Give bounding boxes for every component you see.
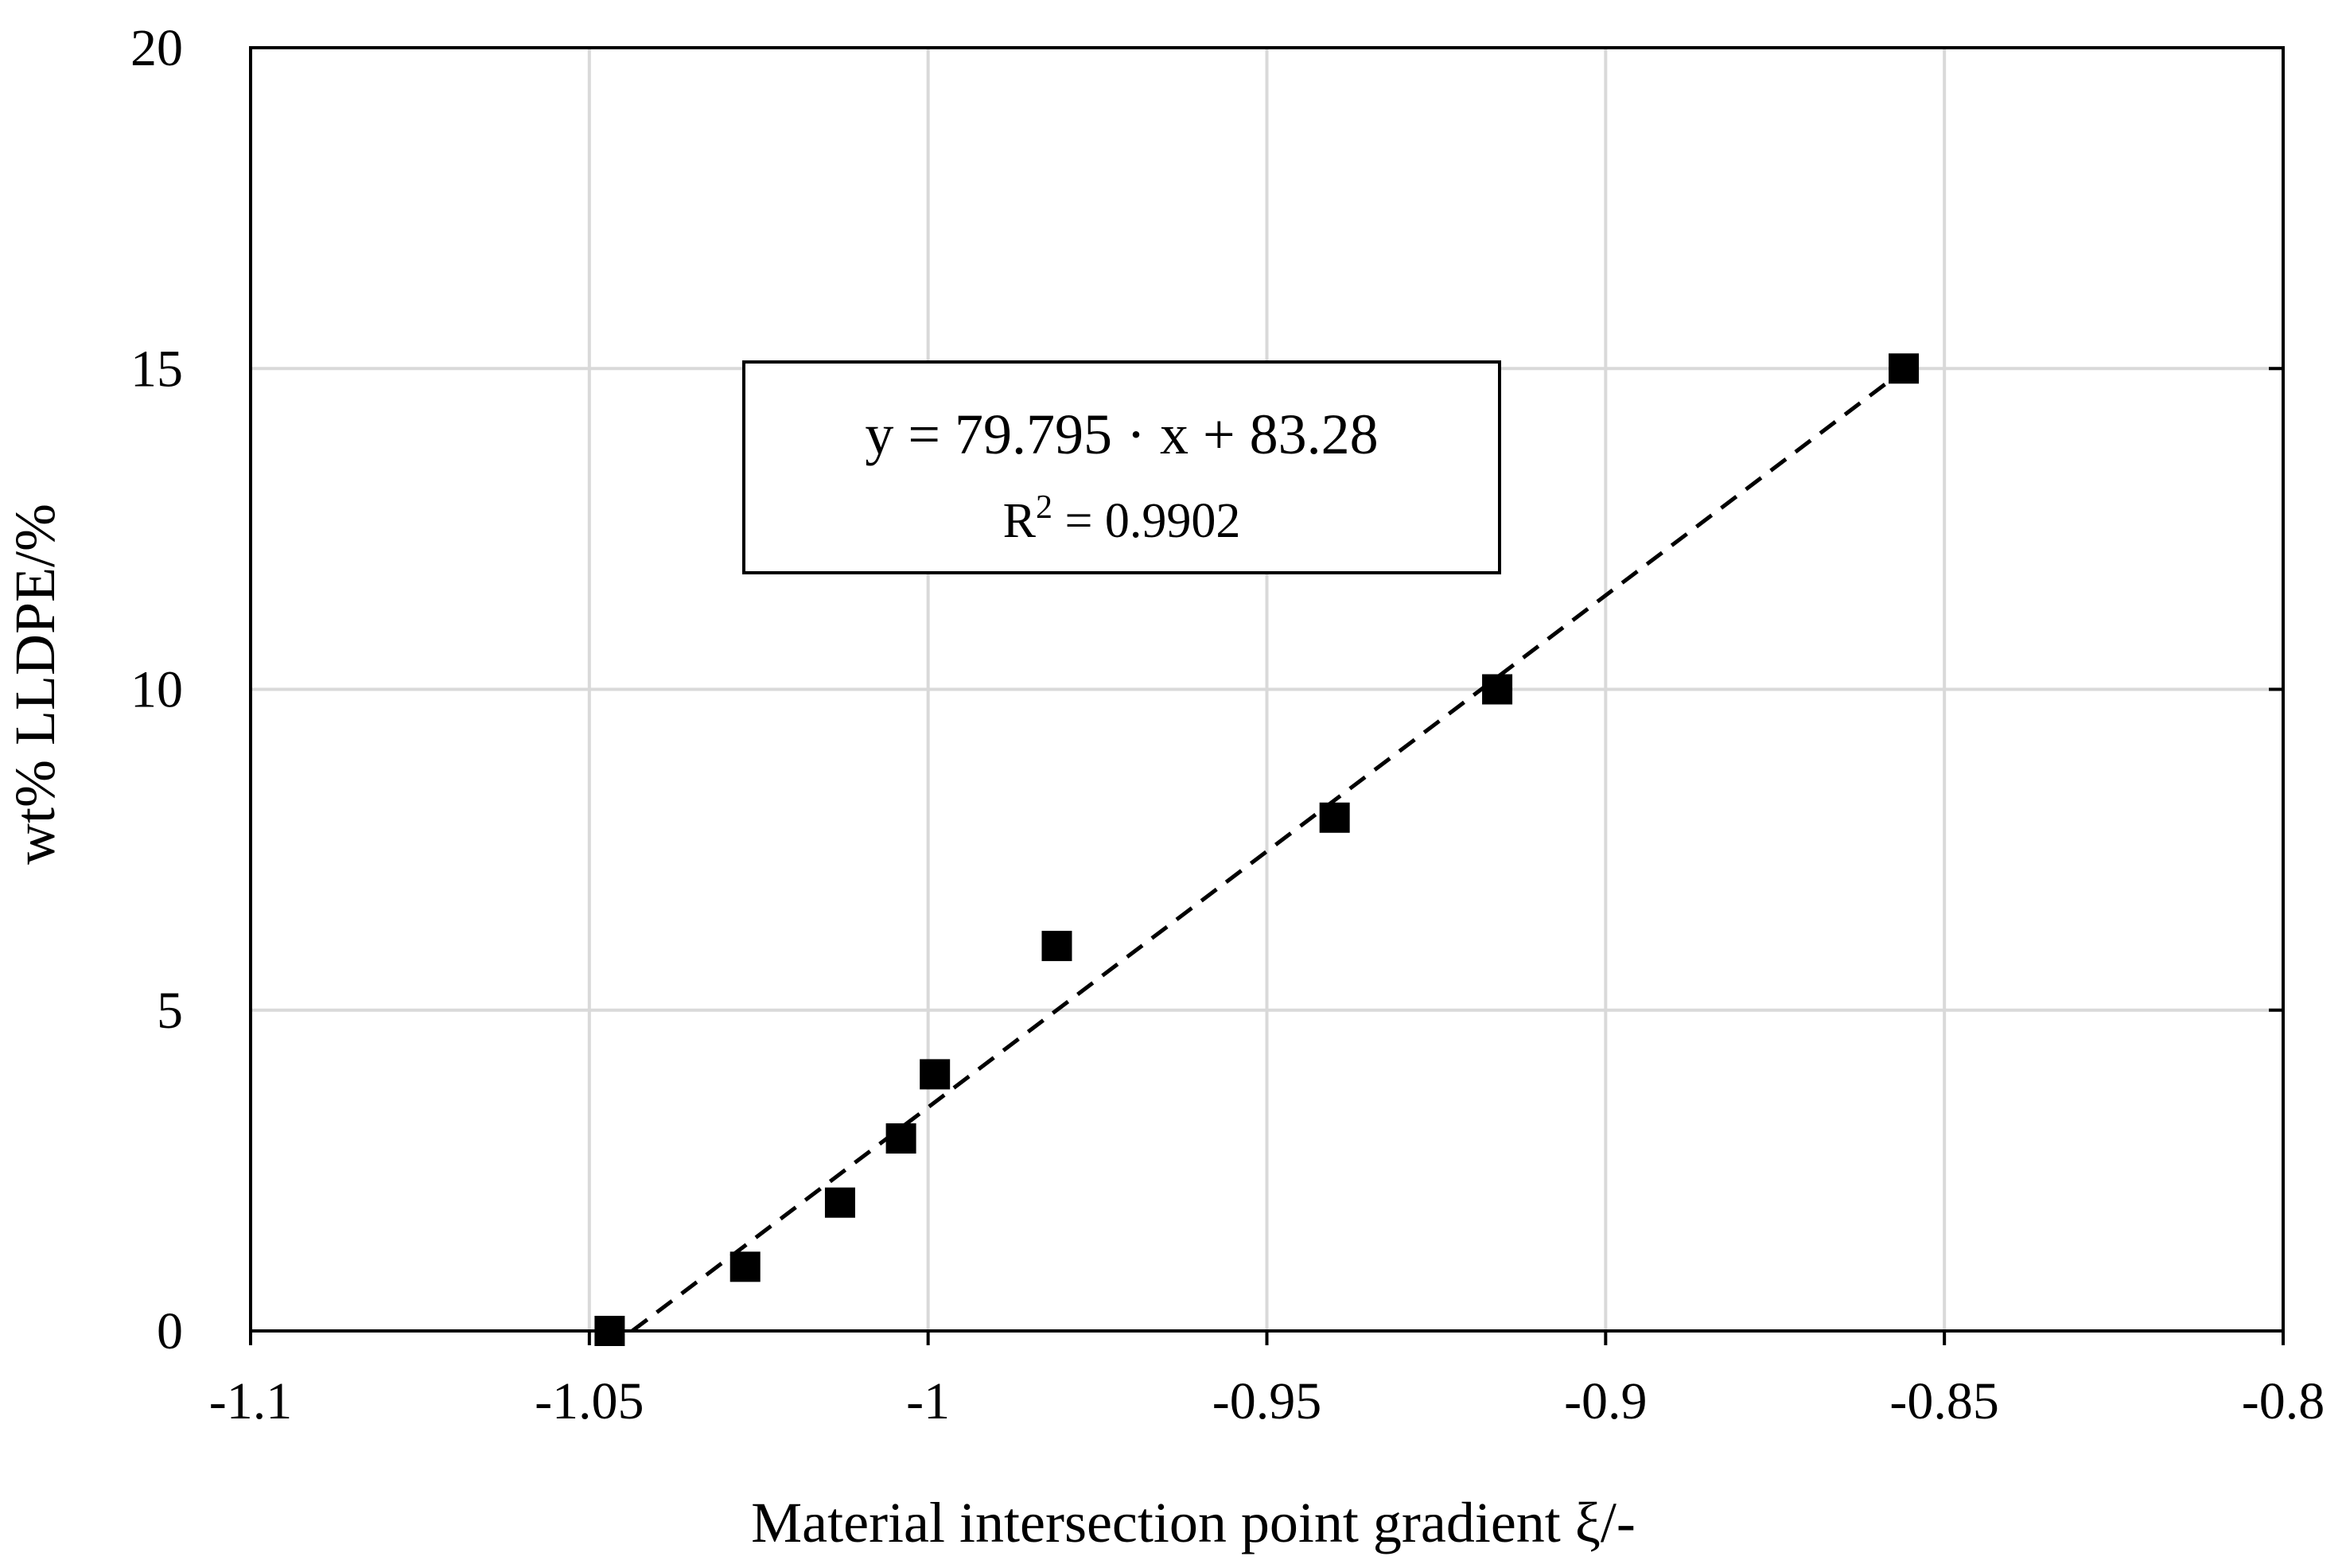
data-point-square [1041, 931, 1072, 962]
data-points [594, 353, 1920, 1346]
r-squared-superscript: 2 [1036, 489, 1052, 526]
grid-lines [251, 48, 2283, 1331]
r-squared-value: = 0.9902 [1052, 494, 1240, 548]
equation-text: y = 79.795 · x + 83.28 [865, 403, 1378, 466]
trendline [630, 366, 1908, 1333]
y-tick-label: 10 [130, 661, 183, 719]
data-point-square [1319, 802, 1350, 833]
x-axis-title: Material intersection point gradient ξ/- [751, 1491, 1636, 1554]
equation-box [742, 360, 1501, 574]
equation-annotation: y = 79.795 · x + 83.28 R2 = 0.9902 [742, 360, 1501, 574]
x-tick-label: -0.95 [1212, 1372, 1321, 1430]
r-squared-prefix: R [1003, 494, 1037, 548]
y-tick-label: 15 [130, 340, 183, 398]
y-tick-label: 0 [157, 1302, 183, 1360]
data-point-square [920, 1059, 951, 1090]
y-tick-labels: 0 5 10 15 20 [130, 19, 183, 1360]
plot-area-frame [249, 46, 2285, 1333]
r-squared-text: R2 = 0.9902 [1003, 489, 1241, 548]
data-point-square [594, 1316, 625, 1346]
x-tick-label: -1 [906, 1372, 950, 1430]
data-point-square [1889, 353, 1920, 384]
y-tick-label: 5 [157, 982, 183, 1040]
data-point-square [1482, 674, 1513, 705]
y-axis-title: wt% LLDPE/% [3, 504, 67, 865]
data-point-square [824, 1187, 855, 1218]
x-tick-labels: -1.1 -1.05 -1 -0.95 -0.9 -0.85 -0.8 [209, 1372, 2325, 1430]
y-tick-label: 20 [130, 19, 183, 77]
axis-ticks [249, 46, 2285, 1345]
x-tick-label: -0.85 [1889, 1372, 1998, 1430]
x-tick-label: -1.1 [209, 1372, 292, 1430]
data-point-square [885, 1123, 916, 1154]
x-tick-label: -0.8 [2242, 1372, 2325, 1430]
trendline-group [630, 366, 1908, 1333]
x-tick-label: -1.05 [535, 1372, 644, 1430]
data-point-square [729, 1251, 761, 1282]
x-tick-label: -0.9 [1564, 1372, 1647, 1430]
